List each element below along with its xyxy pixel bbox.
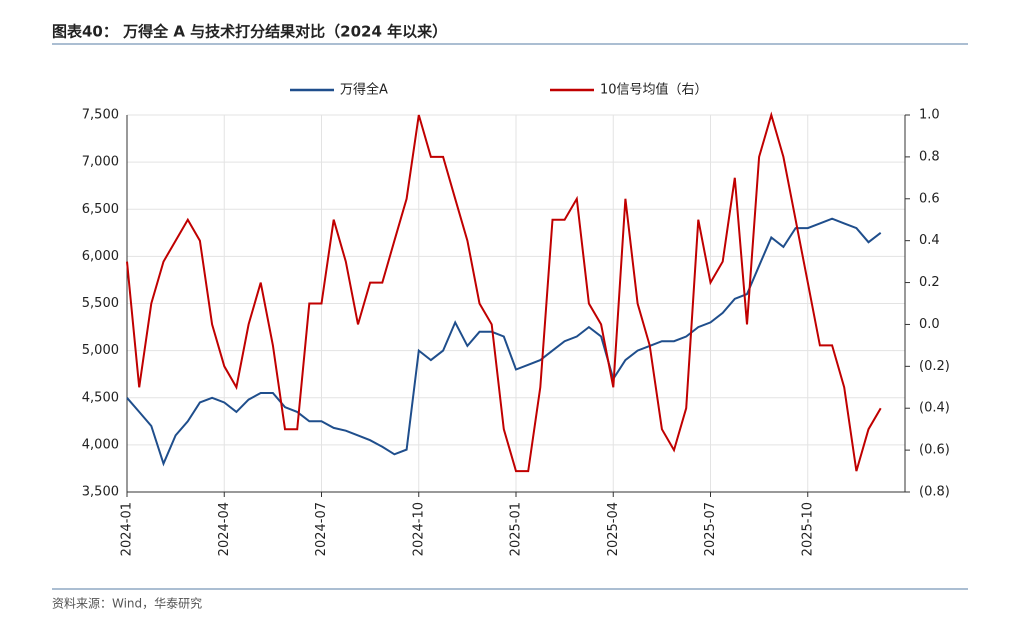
x-tick-label: 2025-01	[509, 502, 524, 556]
y2-tick-label: 0.0	[919, 317, 940, 332]
legend-label: 万得全A	[340, 82, 388, 98]
y2-tick-label: 0.6	[919, 191, 940, 206]
y2-tick-label: (0.6)	[919, 443, 950, 458]
y-tick-label: 3,500	[82, 485, 119, 500]
y-tick-label: 5,500	[82, 296, 119, 311]
series-line	[126, 217, 882, 467]
chart-title: 图表40： 万得全 A 与技术打分结果对比（2024 年以来）	[52, 23, 447, 41]
y-tick-label: 6,500	[82, 202, 119, 217]
y-tick-label: 4,000	[82, 437, 119, 452]
x-tick-label: 2025-04	[606, 502, 621, 556]
y-tick-label: 6,000	[82, 249, 119, 264]
y-tick-label: 7,000	[82, 155, 119, 170]
x-tick-label: 2025-07	[703, 502, 718, 556]
x-tick-label: 2024-04	[217, 502, 232, 556]
legend-label: 10信号均值（右）	[600, 82, 708, 98]
y2-tick-label: 0.2	[919, 275, 940, 290]
y2-tick-label: (0.2)	[919, 359, 950, 374]
x-tick-label: 2024-07	[314, 502, 329, 556]
y2-tick-label: 0.4	[919, 233, 940, 248]
y2-tick-label: (0.4)	[919, 401, 950, 416]
x-tick-label: 2025-10	[800, 502, 815, 556]
y2-tick-label: 0.8	[919, 149, 940, 164]
y2-tick-label: 1.0	[919, 108, 940, 123]
y2-tick-label: (0.8)	[919, 485, 950, 500]
series-line	[126, 111, 882, 473]
x-tick-label: 2024-10	[411, 502, 426, 556]
x-tick-label: 2024-01	[120, 502, 135, 556]
y-tick-label: 4,500	[82, 390, 119, 405]
y-tick-label: 7,500	[82, 108, 119, 123]
source: 资料来源：Wind，华泰研究	[52, 596, 202, 611]
y-tick-label: 5,000	[82, 343, 119, 358]
